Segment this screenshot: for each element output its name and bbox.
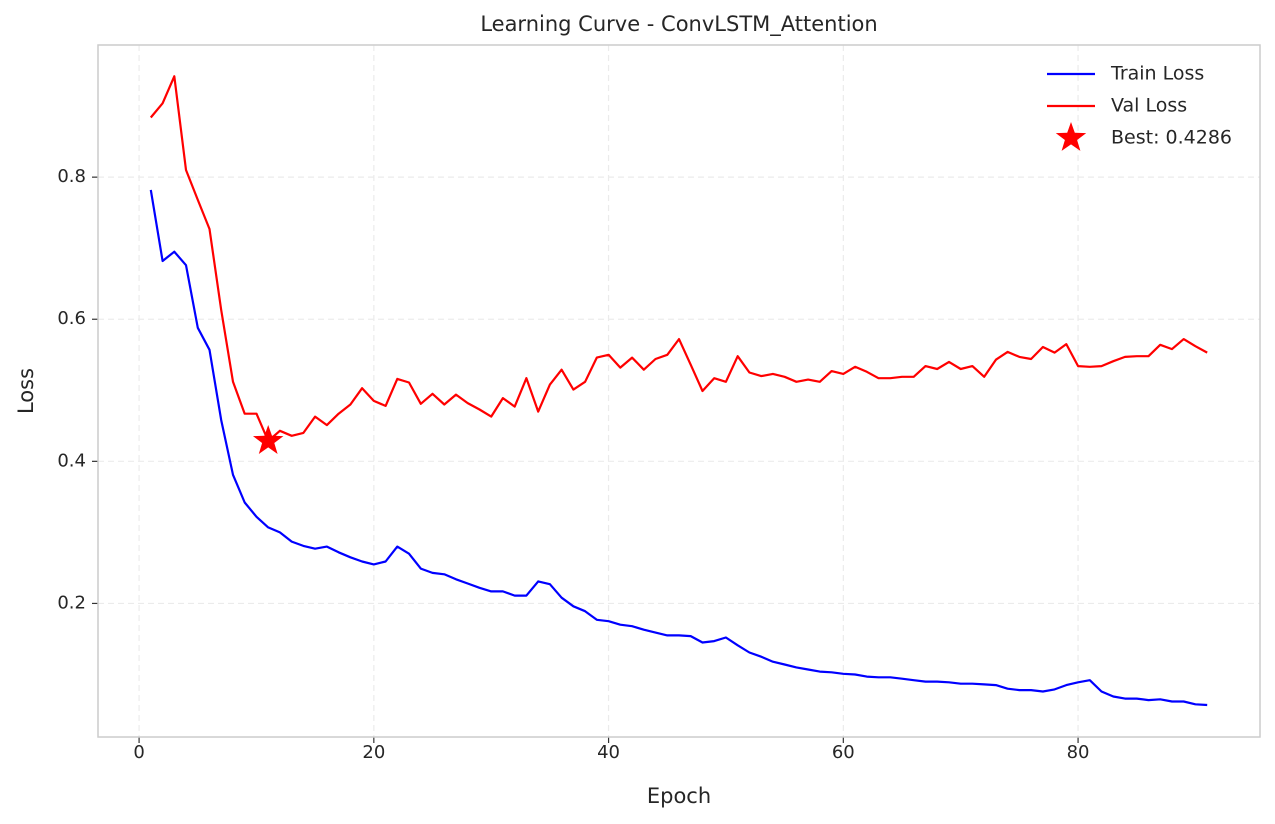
chart-title: Learning Curve - ConvLSTM_Attention [480, 12, 877, 37]
legend-label: Val Loss [1111, 95, 1187, 117]
x-tick-label: 80 [1067, 742, 1090, 763]
y-tick-label: 0.4 [57, 450, 86, 471]
x-tick-label: 20 [362, 742, 385, 763]
legend-marker [1055, 122, 1087, 151]
x-tick-label: 60 [832, 742, 855, 763]
x-tick-label: 40 [597, 742, 620, 763]
y-axis-label: Loss [14, 368, 38, 414]
legend-label: Train Loss [1110, 63, 1204, 85]
best-marker [253, 425, 284, 454]
plot-frame [97, 44, 1261, 738]
y-tick-label: 0.2 [57, 592, 86, 613]
x-tick-label: 0 [133, 742, 144, 763]
y-tick-label: 0.6 [57, 308, 86, 329]
x-axis-label: Epoch [647, 784, 711, 808]
y-tick-label: 0.8 [57, 166, 86, 187]
loss-line [149, 75, 1208, 443]
legend-label: Best: 0.4286 [1111, 127, 1232, 149]
loss-line [149, 189, 1208, 707]
